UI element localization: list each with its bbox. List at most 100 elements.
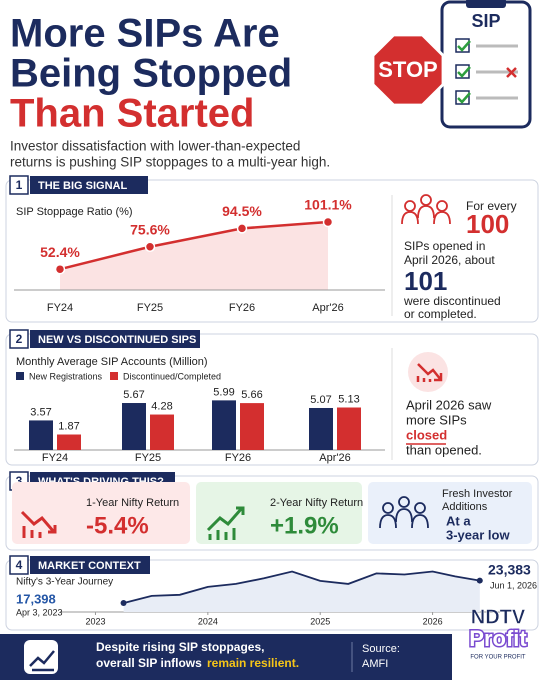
footer-text: overall SIP inflows xyxy=(96,656,202,670)
icon-down xyxy=(20,510,57,538)
chart-title: SIP Stoppage Ratio (%) xyxy=(16,206,133,218)
section-title: MARKET CONTEXT xyxy=(38,560,141,572)
legend-swatch xyxy=(110,372,118,380)
x-tick-label: 2025 xyxy=(310,616,330,626)
callout-highlight: closed xyxy=(406,427,447,442)
driver-label: 1-Year Nifty Return xyxy=(86,497,179,509)
section-number: 2 xyxy=(16,332,23,346)
footer-icon xyxy=(29,650,55,672)
footer-bar xyxy=(0,634,452,680)
section-badge xyxy=(9,329,29,349)
section-badge xyxy=(9,555,29,575)
ratio-point xyxy=(144,241,156,252)
person-head xyxy=(414,502,426,514)
data-label: 1.87 xyxy=(58,420,79,432)
person-head xyxy=(382,502,394,514)
data-label: 5.07 xyxy=(310,394,331,406)
annotation-value: 17,398 xyxy=(16,591,56,606)
legend-label: Discontinued/Completed xyxy=(123,371,221,381)
section-number: 3 xyxy=(16,474,23,488)
check xyxy=(457,40,471,52)
footer-highlight: remain resilient. xyxy=(207,656,299,670)
area xyxy=(123,571,480,612)
cross xyxy=(506,67,517,78)
person-head xyxy=(436,200,448,212)
data-label: 5.99 xyxy=(213,386,234,398)
stop-sign xyxy=(371,33,445,107)
bar xyxy=(150,414,174,450)
down-chart-icon xyxy=(416,363,443,382)
x-tick-label: 2026 xyxy=(423,616,443,626)
bar xyxy=(122,403,146,450)
bar xyxy=(337,407,361,450)
data-label: 5.66 xyxy=(241,389,262,401)
icon-bg xyxy=(408,352,448,392)
clipboard-clip xyxy=(466,0,506,8)
data-label: 101.1% xyxy=(304,197,352,213)
subtitle-line: returns is pushing SIP stoppages to a mu… xyxy=(10,155,330,170)
title-line: Than Started xyxy=(10,92,254,136)
section-badge xyxy=(9,175,29,195)
person-body xyxy=(433,211,451,225)
x-tick-label: 2023 xyxy=(85,616,105,626)
data-label: 3.57 xyxy=(30,406,51,418)
x-tick-label: FY26 xyxy=(229,302,255,314)
data-label: 5.13 xyxy=(338,393,359,405)
driver-value: -5.4% xyxy=(86,512,149,539)
driver-value: 3-year low xyxy=(446,527,510,542)
chart-title: Monthly Average SIP Accounts (Million) xyxy=(16,356,208,368)
bar xyxy=(240,403,264,450)
bar xyxy=(309,407,333,450)
x-tick-label: FY26 xyxy=(225,452,251,464)
clipboard-label: SIP xyxy=(471,11,500,31)
annotation-value: 23,383 xyxy=(488,562,531,578)
data-label: 94.5% xyxy=(222,203,262,219)
person-head xyxy=(420,194,432,206)
driver-label: Additions xyxy=(442,501,488,513)
signal-text: or completed. xyxy=(404,307,477,321)
nifty-point xyxy=(120,600,127,607)
driver-card xyxy=(196,482,362,544)
annotation-date: Apr 3, 2023 xyxy=(16,607,63,617)
person-body xyxy=(401,211,419,225)
callout-text: April 2026 saw xyxy=(406,397,492,412)
annotation-date: Jun 1, 2026 xyxy=(490,580,537,590)
nifty-line xyxy=(123,570,480,604)
x-tick-label: 2024 xyxy=(198,616,218,626)
legend-label: New Registrations xyxy=(29,371,103,381)
x-tick-label: Apr'26 xyxy=(319,452,350,464)
section-header xyxy=(30,176,148,194)
x-tick-label: FY24 xyxy=(42,452,68,464)
logo-main: Profit xyxy=(469,626,527,651)
driver-label: 2-Year Nifty Return xyxy=(270,497,363,509)
person-body xyxy=(417,205,435,219)
area xyxy=(60,222,328,290)
stop-sign-text: STOP xyxy=(378,57,438,82)
footer-icon-bg xyxy=(24,640,58,674)
nifty-point xyxy=(476,577,483,584)
section-header xyxy=(30,330,200,348)
source: AMFI xyxy=(362,658,388,670)
data-label: 5.67 xyxy=(123,389,144,401)
section-title: THE BIG SIGNAL xyxy=(38,180,128,192)
x-tick-label: FY25 xyxy=(135,452,161,464)
signal-number: 101 xyxy=(404,266,447,296)
check xyxy=(457,92,471,104)
icon-up xyxy=(206,506,245,540)
logo-tag: FOR YOUR PROFIT xyxy=(470,655,526,661)
signal-number: 100 xyxy=(466,209,509,239)
section-title: NEW VS DISCONTINUED SIPS xyxy=(38,334,196,346)
x-tick-label: FY24 xyxy=(47,302,73,314)
bar xyxy=(29,420,53,450)
ratio-point xyxy=(54,263,66,275)
person-head xyxy=(398,496,410,508)
checkbox xyxy=(455,64,470,79)
signal-text: April 2026, about xyxy=(404,253,495,267)
section-number: 4 xyxy=(16,558,23,572)
legend-swatch xyxy=(16,372,24,380)
driver-value: At a xyxy=(446,513,471,528)
signal-text: were discontinued xyxy=(403,294,501,308)
title-line: More SIPs Are xyxy=(10,12,280,56)
bar xyxy=(212,400,236,450)
